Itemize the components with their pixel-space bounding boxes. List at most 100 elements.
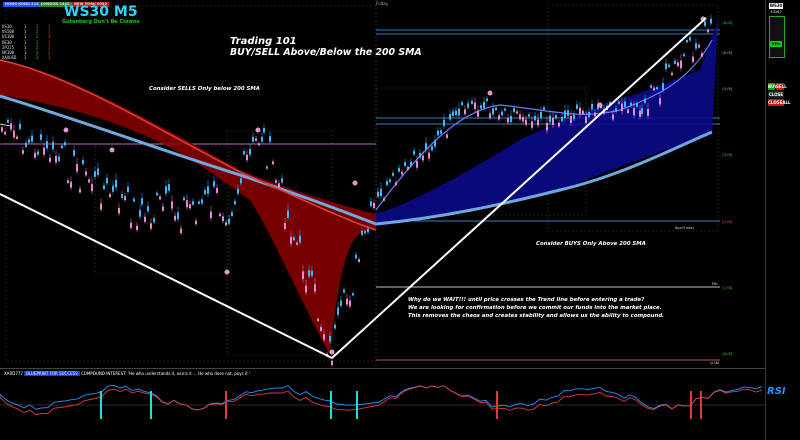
candle [612,114,614,120]
candle [25,142,27,147]
candle [61,145,63,149]
ylow-tag: yLOW [710,361,719,365]
candle [10,123,12,130]
candle [639,110,641,117]
candle [127,186,129,192]
stats-row: US100 1 2 3 [2,34,58,39]
candle [7,119,9,123]
close-all-button[interactable]: CLOSEALL [768,99,791,106]
candle [395,182,397,186]
candle [707,29,709,33]
candle [165,186,167,194]
candle [641,108,643,114]
candle [64,142,66,146]
rsi-histogram-bar [100,391,102,419]
panel-symbol: WS30 [769,3,783,9]
stats-value: 3 [48,39,51,45]
level-3-8: [3/8] [722,153,733,157]
chart-symbol-title: WS30 M5 [64,4,138,20]
candle [55,155,57,163]
candle [320,327,322,331]
candle [621,103,623,112]
candle [692,56,694,62]
candle [510,115,512,123]
candle [355,254,357,259]
candle [686,40,688,43]
candle [162,206,164,211]
price-chart[interactable]: HONG KONG 2142 LONDON 1442 NEW YORK 0942… [0,0,765,368]
close-button[interactable]: CLOSE [768,91,784,98]
candle [627,109,629,113]
candle [477,110,479,117]
stats-row: UK100 1 2 3 [2,50,58,55]
rsi-panel[interactable] [0,377,765,432]
candle [343,289,345,293]
buy-button[interactable]: BUY [768,83,778,90]
candle [16,136,18,139]
candle [91,183,93,192]
stats-value: 2 [36,39,39,45]
stats-value: 2 [36,24,39,29]
candle [373,202,375,208]
swing-marker [63,127,69,133]
candle [653,87,655,91]
candle [522,116,524,122]
stats-row: JP225 1 2 3 [2,45,58,50]
candle [594,112,596,117]
sell-button[interactable]: SELL [776,83,787,90]
page-title: Trading 101 [230,36,297,47]
why-note-line-1: Why do we WAIT!!! until price crosses th… [408,297,645,303]
candle [340,300,342,306]
left-session-box [5,5,377,362]
candle [97,168,99,175]
candle [144,216,146,222]
candle [141,198,143,205]
rsi-histogram-bar [496,391,498,419]
stats-value: 2 [36,34,39,40]
swing-marker [329,349,335,355]
candle [683,54,685,57]
rsi-histogram-bar [700,391,702,419]
ticker-highlight: BLUEPRINT FOR SUCCESS [24,371,80,376]
candle [13,130,15,138]
candle [647,108,649,116]
candle [266,166,268,169]
swing-marker [109,147,115,153]
candle [674,60,676,64]
session-hong-kong: HONG KONG 2142 [3,2,44,7]
stats-pair: DE30 [2,39,12,45]
candle [49,157,51,162]
level-0-8: [0/8] [722,352,733,356]
candle [156,192,158,196]
candle [34,152,36,158]
candle [180,228,182,234]
candle [249,148,251,155]
stats-value: 3 [48,29,51,35]
candle [222,216,224,222]
level-6-8: [6/8] [722,51,733,55]
candle [636,103,638,107]
candle [659,98,661,105]
panel-price: 33167 [770,10,782,14]
stats-pair: XAUUSD [2,55,17,61]
candle [501,111,503,116]
candle [311,270,313,276]
candle [564,110,566,118]
candle [43,147,45,155]
open-today-tag: OpenToday [675,226,695,230]
price-chart-canvas[interactable] [0,0,765,368]
stats-value: 3 [48,34,51,40]
stats-row: US500 1 2 3 [2,29,58,34]
candle [618,101,620,104]
level-4-8: [4/8] [722,87,733,91]
price-axis[interactable] [783,0,800,368]
candle [168,184,170,191]
candle [37,151,39,155]
candle [337,307,339,315]
candle [186,200,188,208]
candle [290,236,292,244]
candle [216,187,218,193]
candle [240,178,242,184]
candle [498,115,500,120]
candle [210,211,212,219]
